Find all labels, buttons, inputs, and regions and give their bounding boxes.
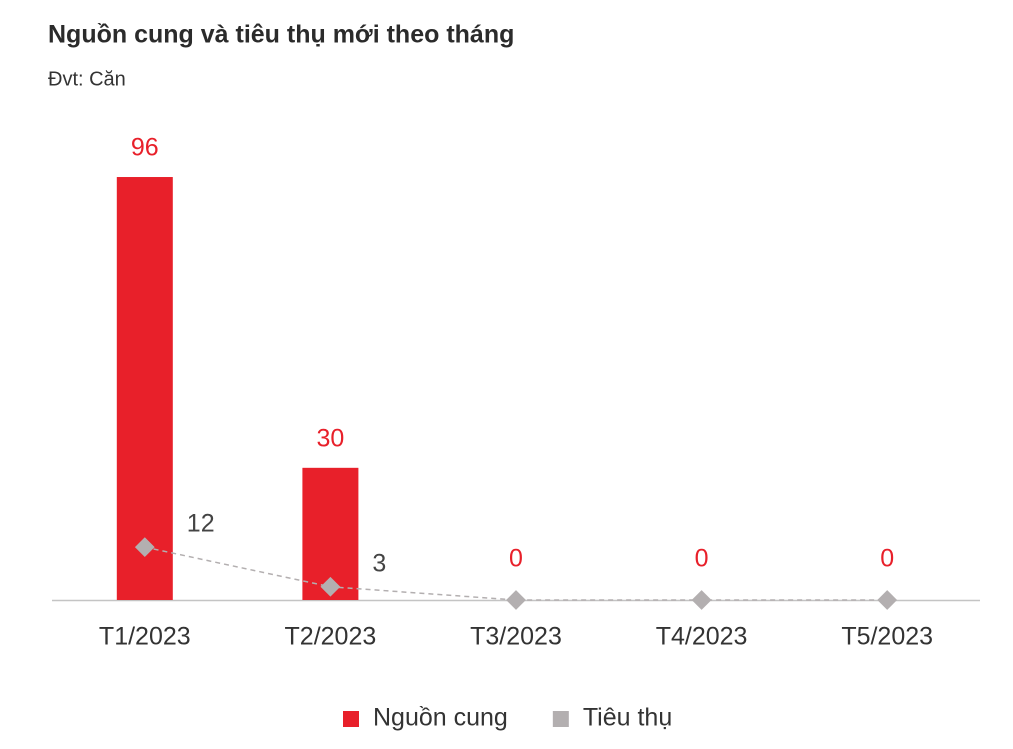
legend-label: Nguồn cung <box>373 704 508 732</box>
bar <box>116 177 173 601</box>
x-tick-label: T2/2023 <box>285 623 377 651</box>
bar-value-label: 30 <box>316 424 344 452</box>
chart-title: Nguồn cung và tiêu thụ mới theo tháng <box>48 21 514 49</box>
line <box>144 546 888 601</box>
chart-subtitle: Đvt: Căn <box>48 68 126 90</box>
bar-value-label: 0 <box>509 545 523 573</box>
line-marker <box>506 590 526 610</box>
legend-swatch <box>343 711 359 727</box>
x-tick-label: T4/2023 <box>656 623 748 651</box>
bar-value-label: 0 <box>695 545 709 573</box>
bar-value-label: 0 <box>880 545 894 573</box>
x-tick-label: T3/2023 <box>470 623 562 651</box>
bar-value-label: 96 <box>131 134 159 162</box>
line-marker <box>691 590 712 610</box>
line-value-label: 12 <box>187 510 215 538</box>
line-value-label: 3 <box>372 549 386 577</box>
line-marker <box>320 576 341 597</box>
x-tick-label: T5/2023 <box>841 623 933 651</box>
legend-label: Tiêu thụ <box>583 704 672 732</box>
x-tick-label: T1/2023 <box>99 623 191 651</box>
line-marker <box>877 590 898 610</box>
legend-swatch <box>552 711 569 727</box>
